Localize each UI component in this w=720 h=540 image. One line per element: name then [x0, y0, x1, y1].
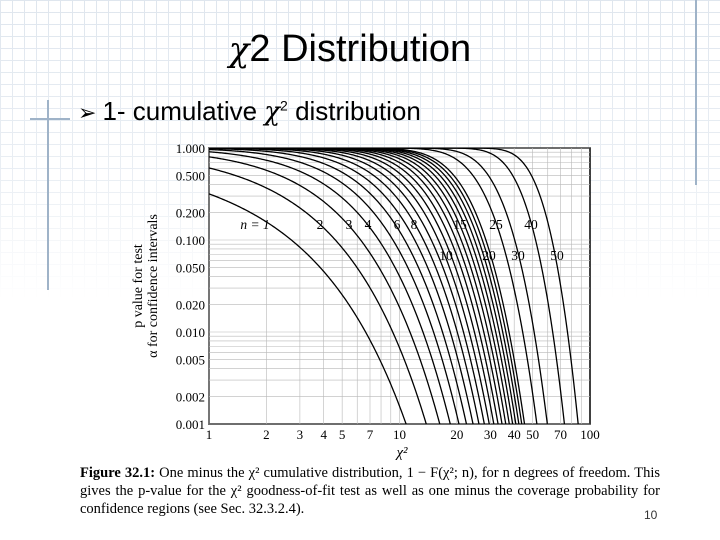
x-tick-label: 3	[297, 427, 304, 442]
y-tick-label: 0.010	[176, 325, 205, 340]
caption-label: Figure 32.1:	[80, 465, 156, 481]
dof-curve-1	[209, 193, 407, 424]
curve-label-bottom: 50	[550, 248, 564, 263]
y-tick-label: 1.000	[176, 141, 205, 156]
curve-label-top: 40	[524, 217, 538, 232]
dof-curve-2	[209, 167, 427, 424]
dof-curve-5	[209, 148, 460, 424]
y-axis-label-2: α for confidence intervals	[146, 214, 161, 358]
x-tick-label: 10	[393, 427, 406, 442]
dof-curve-4	[209, 151, 451, 424]
y-tick-label: 0.005	[176, 353, 205, 368]
y-tick-label: 0.200	[176, 205, 205, 220]
x-tick-label: 100	[580, 427, 600, 442]
y-tick-labels: 1.000 0.500 0.200 0.100 0.050 0.020 0.010 0.005…	[176, 141, 205, 432]
arrow-bullet-icon: ➢	[78, 101, 97, 126]
curve-label-top: 25	[489, 217, 503, 232]
x-tick-label: 50	[526, 427, 539, 442]
gridlines	[208, 147, 590, 425]
title-text: Distribution	[270, 28, 472, 70]
bullet-rest: distribution	[287, 96, 421, 126]
title-chi: χ	[228, 30, 250, 70]
page-number: 10	[644, 508, 658, 522]
x-tick-label: 5	[339, 427, 346, 442]
x-tick-label: 4	[320, 427, 327, 442]
decor-line-right	[695, 0, 697, 185]
bullet-chi: χ	[264, 97, 281, 127]
x-axis-label: χ²	[394, 445, 408, 461]
y-tick-label: 0.020	[176, 297, 205, 312]
x-tick-labels: 1 2 3 4 5 7 10 20 30 40 50 70 100	[206, 427, 600, 442]
x-tick-label: 40	[508, 427, 521, 442]
x-tick-label: 70	[554, 427, 567, 442]
curve-label-top: 4	[365, 217, 372, 232]
y-tick-label: 0.002	[176, 389, 205, 404]
curve-label-top: 6	[394, 217, 401, 232]
curve-label-bottom: 10	[439, 248, 453, 263]
curve-label-top: 8	[411, 217, 418, 232]
decor-line-cross	[30, 118, 70, 120]
x-tick-label: 2	[263, 427, 270, 442]
title-sup: 2	[249, 28, 271, 70]
dof-curve-30	[209, 148, 548, 424]
bullet-prefix: 1- cumulative	[102, 96, 265, 126]
dof-curve-6	[209, 148, 468, 424]
dof-curve-50	[209, 148, 579, 424]
bullet-point: ➢ 1- cumulative χ2 distribution	[78, 96, 421, 127]
y-tick-label: 0.050	[176, 261, 205, 276]
y-tick-label: 0.100	[176, 233, 205, 248]
x-tick-label: 1	[206, 427, 213, 442]
bullet-sup: 2	[280, 97, 288, 114]
y-axis-label-1: p value for test	[131, 244, 146, 328]
curve-label-top: 2	[317, 217, 324, 232]
x-tick-label: 7	[367, 427, 374, 442]
curves	[209, 148, 579, 424]
dof-curve-3	[209, 156, 441, 424]
slide-title: χ2 Distribution	[0, 28, 700, 71]
curve-label-top: 3	[346, 217, 353, 232]
dof-curve-40	[209, 148, 566, 424]
caption-text: One minus the χ² cumulative distribution…	[80, 465, 660, 517]
decor-line-left	[47, 100, 49, 290]
y-tick-label: 0.500	[176, 169, 205, 184]
y-tick-label: 0.001	[176, 417, 205, 432]
x-tick-label: 20	[450, 427, 463, 442]
curve-labels: n = 1 2 3 4 6 8 15 25 40 10 20 30 50	[240, 217, 564, 263]
figure-caption: Figure 32.1: One minus the χ² cumulative…	[80, 464, 660, 518]
curve-label-bottom: 30	[511, 248, 525, 263]
curve-label-bottom: 20	[482, 248, 496, 263]
curve-label-top: n = 1	[240, 217, 269, 232]
x-tick-label: 30	[484, 427, 497, 442]
curve-label-top: 15	[453, 217, 467, 232]
